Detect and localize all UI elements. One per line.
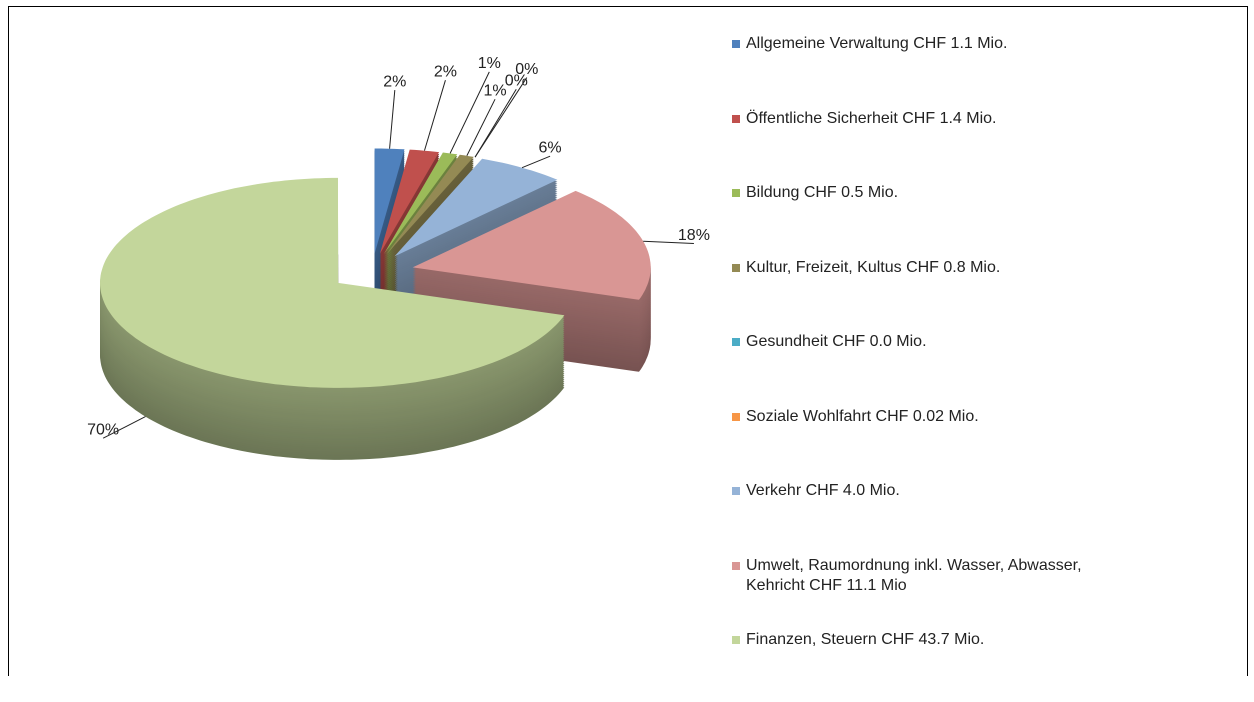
legend-swatch bbox=[732, 114, 740, 123]
legend-swatch bbox=[732, 263, 740, 272]
data-label: 2% bbox=[383, 73, 406, 90]
slice-top bbox=[374, 148, 405, 254]
slice-top bbox=[394, 158, 558, 257]
legend-swatch bbox=[732, 636, 740, 644]
data-label: 18% bbox=[678, 227, 710, 244]
data-label: 1% bbox=[478, 55, 501, 72]
slice-side bbox=[379, 155, 440, 260]
data-label: 1% bbox=[484, 82, 507, 99]
slice-side bbox=[383, 154, 458, 257]
data-label: 70% bbox=[87, 421, 119, 438]
legend-label: Allgemeine Verwaltung CHF 1.1 Mio. bbox=[746, 35, 1008, 52]
pie-slice bbox=[100, 177, 565, 460]
legend-label: Finanzen, Steuern CHF 43.7 Mio. bbox=[746, 631, 985, 648]
data-label: 2% bbox=[434, 63, 457, 80]
legend-label: Umwelt, Raumordnung inkl. Wasser, Abwass… bbox=[746, 556, 1082, 594]
leader-line bbox=[423, 80, 446, 151]
slice-top bbox=[379, 149, 440, 254]
leader-line bbox=[521, 155, 551, 169]
slice-side bbox=[379, 153, 440, 258]
legend-swatch bbox=[732, 412, 740, 421]
leader-line bbox=[102, 416, 146, 439]
legend-label: Kultur, Freizeit, Kultus CHF 0.8 Mio. bbox=[746, 258, 1001, 276]
legend-item: Kultur, Freizeit, Kultus CHF 0.8 Mio. bbox=[732, 258, 1092, 278]
slice-top bbox=[386, 154, 474, 255]
chart: 2%2% 1%1%0%0%6%18%70% bbox=[87, 55, 710, 460]
leader-line bbox=[643, 240, 694, 245]
data-label: 0% bbox=[515, 61, 538, 78]
legend-item: Allgemeine Verwaltung CHF 1.1 Mio. bbox=[732, 34, 1092, 54]
legend-swatch bbox=[732, 561, 740, 570]
legend-item: Öffentliche Sicherheit CHF 1.4 Mio. bbox=[732, 109, 1092, 129]
legend-label: Bildung CHF 0.5 Mio. bbox=[746, 184, 899, 201]
legend-swatch bbox=[732, 338, 740, 346]
legend-item: Verkehr CHF 4.0 Mio. bbox=[732, 481, 1092, 501]
slice-side bbox=[383, 156, 458, 259]
slice-top bbox=[100, 177, 565, 388]
data-label: 6% bbox=[539, 139, 562, 156]
legend-label: Soziale Wohlfahrt CHF 0.02 Mio. bbox=[746, 407, 979, 425]
slice-side bbox=[379, 151, 440, 256]
legend-item: Umwelt, Raumordnung inkl. Wasser, Abwass… bbox=[732, 556, 1092, 596]
legend-item: Soziale Wohlfahrt CHF 0.02 Mio. bbox=[732, 407, 1092, 427]
slice-side bbox=[386, 158, 474, 259]
leader-line bbox=[389, 89, 396, 149]
legend-item: Finanzen, Steuern CHF 43.7 Mio. bbox=[732, 630, 1092, 650]
slice-top bbox=[383, 152, 458, 255]
slice-side bbox=[386, 164, 474, 265]
slice-side bbox=[386, 156, 474, 257]
legend-label: Öffentliche Sicherheit CHF 1.4 Mio. bbox=[746, 109, 997, 127]
legend-label: Gesundheit CHF 0.0 Mio. bbox=[746, 333, 927, 350]
legend-swatch bbox=[732, 189, 740, 197]
slice-side bbox=[386, 160, 474, 261]
legend-label: Verkehr CHF 4.0 Mio. bbox=[746, 482, 900, 499]
legend-item: Bildung CHF 0.5 Mio. bbox=[732, 183, 1092, 203]
slice-top bbox=[412, 190, 651, 300]
legend-swatch bbox=[732, 40, 740, 48]
leader-line bbox=[474, 77, 528, 158]
legend-swatch bbox=[732, 487, 740, 495]
slice-side bbox=[386, 162, 474, 263]
leader-line bbox=[466, 98, 496, 156]
chart-frame bbox=[8, 6, 1248, 676]
leader-line bbox=[449, 71, 490, 154]
legend-item: Gesundheit CHF 0.0 Mio. bbox=[732, 332, 1092, 352]
